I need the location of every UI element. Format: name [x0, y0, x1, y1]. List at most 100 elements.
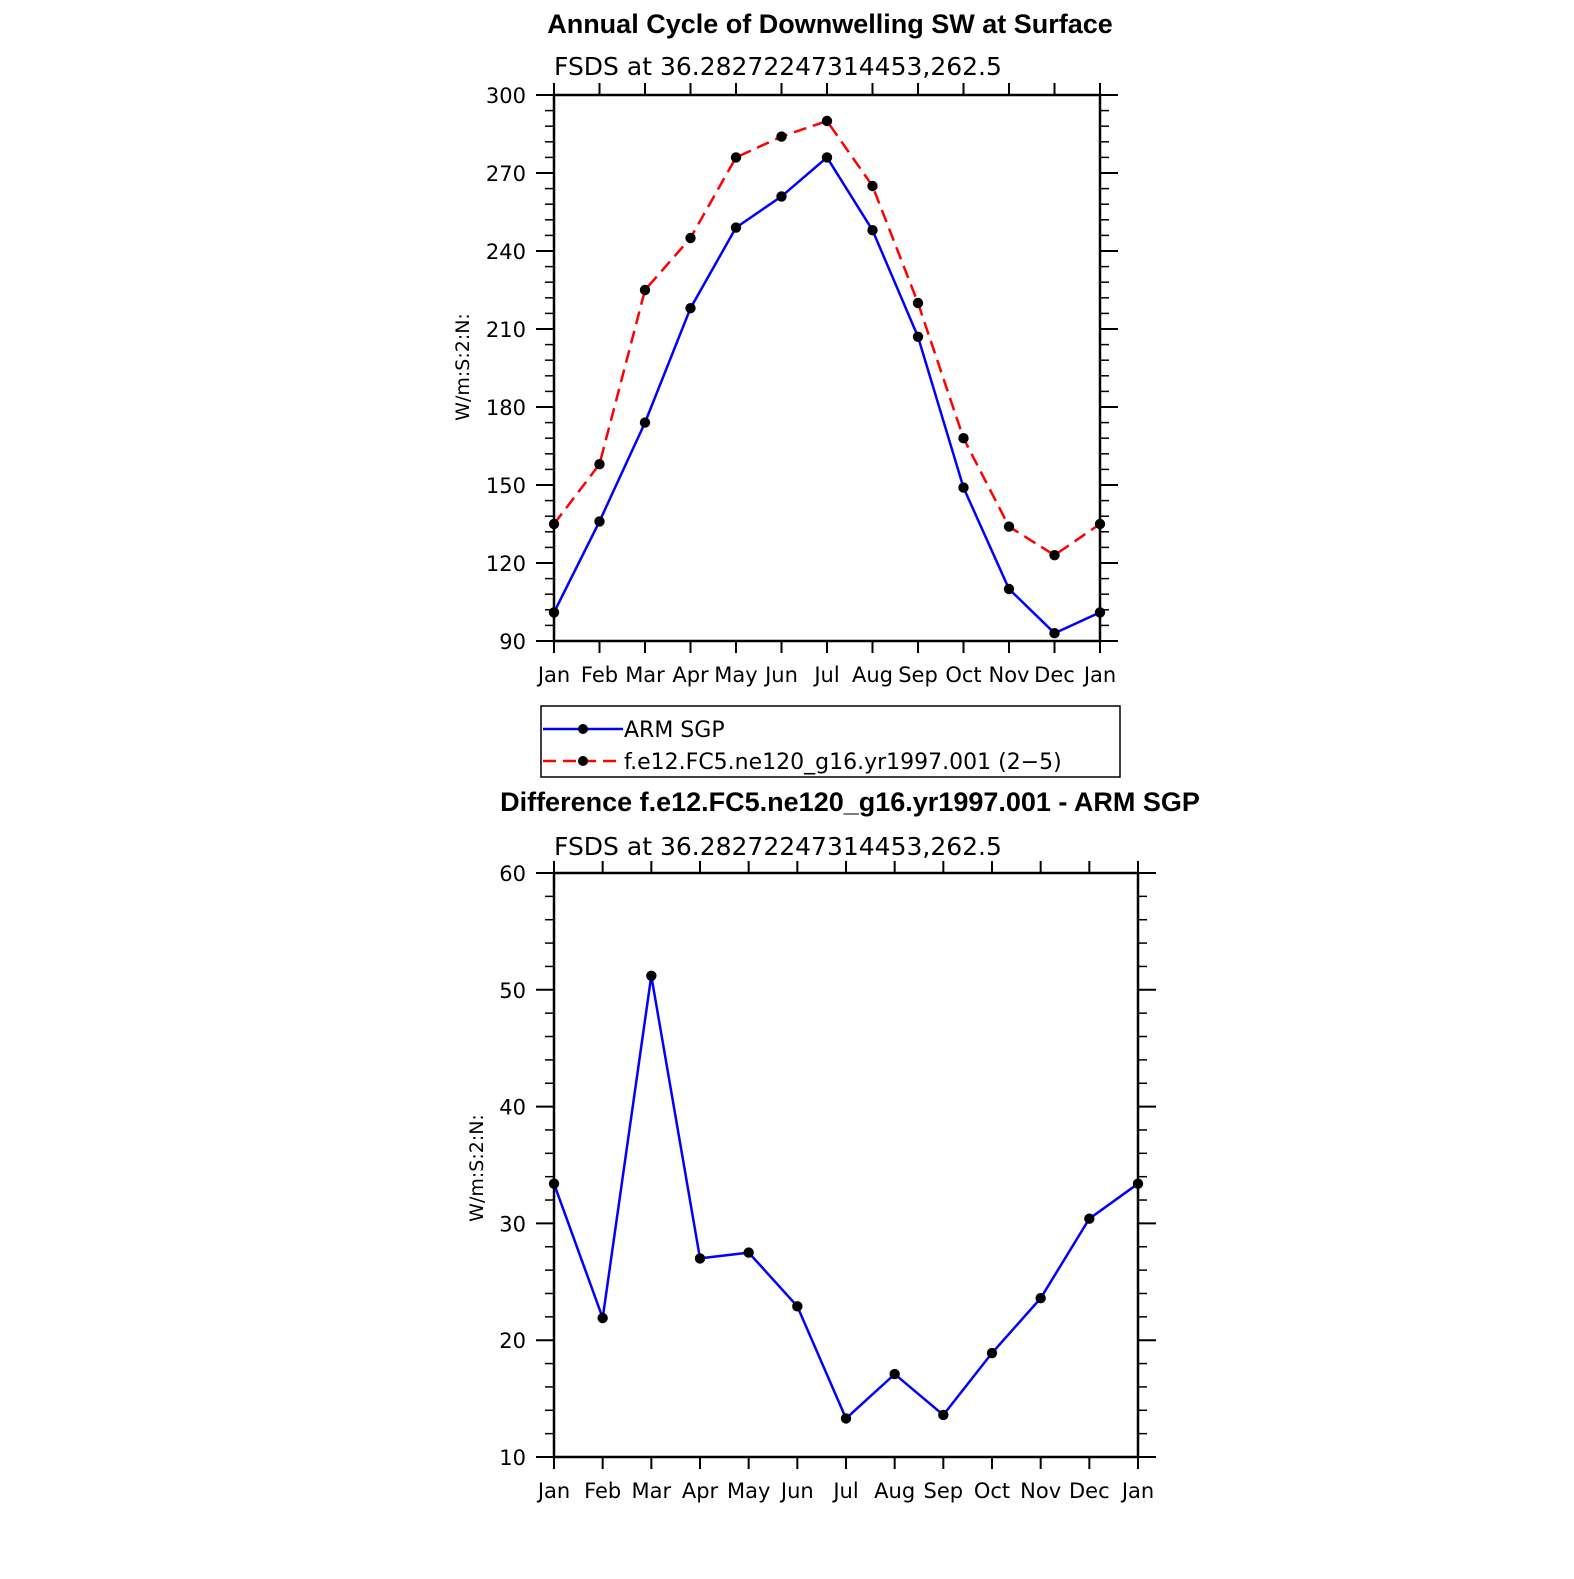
legend-label-arm-sgp: ARM SGP	[624, 718, 725, 743]
series-lines	[552, 119, 1101, 635]
plot-frame	[552, 93, 1102, 643]
y-tick-label: 300	[486, 84, 526, 108]
data-point	[597, 1312, 608, 1324]
x-tick-label: Mar	[632, 1479, 672, 1503]
data-point	[1049, 550, 1060, 561]
data-point	[685, 232, 696, 244]
data-point	[743, 1247, 754, 1258]
legend-box	[540, 705, 1121, 778]
y-tick-label: 50	[499, 979, 526, 1003]
data-point	[821, 152, 833, 163]
x-tick-label: Oct	[945, 663, 981, 687]
tick-marks	[536, 83, 1118, 653]
x-tick-label: May	[727, 1479, 770, 1503]
series-line-0	[552, 155, 1101, 635]
legend-marker-model	[578, 756, 588, 766]
data-point	[548, 607, 560, 618]
data-point	[594, 516, 605, 527]
series-points	[548, 115, 1106, 639]
chart-subtitle: FSDS at 36.28272247314453,262.5	[554, 832, 1002, 861]
data-point	[694, 1253, 706, 1264]
chart-title: Annual Cycle of Downwelling SW at Surfac…	[547, 9, 1113, 39]
plot-frame	[552, 871, 1140, 1459]
x-tick-label: Jul	[831, 1479, 858, 1503]
y-tick-label: 60	[499, 862, 526, 886]
x-tick-label: Jan	[1120, 1479, 1154, 1503]
x-tick-label: Jun	[763, 663, 798, 687]
x-tick-labels: Jan Feb Mar Apr May Jun Jul Aug Sep Oct Nov Dec Jan	[536, 663, 1116, 687]
y-axis-label: W/m:S:2:N:	[452, 313, 474, 421]
x-tick-label: Dec	[1069, 1479, 1110, 1503]
x-tick-label: Apr	[682, 1479, 719, 1503]
legend-marker-arm-sgp	[578, 724, 588, 734]
data-point	[639, 417, 651, 428]
x-tick-label: Sep	[898, 663, 938, 687]
x-tick-label: May	[714, 663, 757, 687]
y-tick-label: 150	[486, 474, 526, 498]
x-tick-label: Aug	[852, 663, 893, 687]
chart-subtitle: FSDS at 36.28272247314453,262.5	[554, 52, 1002, 81]
data-point	[730, 152, 742, 163]
data-point	[646, 970, 657, 981]
x-tick-label: Jan	[1082, 663, 1116, 687]
data-point	[1084, 1213, 1095, 1224]
tick-marks	[536, 861, 1156, 1469]
y-tick-label: 10	[499, 1446, 526, 1470]
x-tick-label: Feb	[581, 663, 618, 687]
x-tick-label: Feb	[584, 1479, 621, 1503]
y-axis-label: W/m:S:2:N:	[466, 1114, 488, 1222]
data-point	[1094, 607, 1106, 618]
y-tick-label: 180	[486, 396, 526, 420]
y-tick-label: 240	[486, 240, 526, 264]
y-tick-label: 30	[499, 1212, 526, 1236]
data-point	[867, 225, 878, 236]
data-point	[821, 115, 833, 127]
x-tick-label: Mar	[625, 663, 665, 687]
data-point	[1003, 583, 1015, 595]
y-tick-label: 270	[486, 162, 526, 186]
x-tick-label: Jan	[536, 663, 570, 687]
data-point	[912, 297, 924, 309]
difference-panel: Difference f.e12.FC5.ne120_g16.yr1997.00…	[466, 787, 1200, 1503]
x-tick-label: Jan	[536, 1479, 570, 1503]
y-tick-label: 20	[499, 1329, 526, 1353]
data-point	[958, 433, 969, 444]
annual-cycle-panel: Annual Cycle of Downwelling SW at Surfac…	[452, 9, 1121, 778]
x-tick-label: Nov	[1020, 1479, 1061, 1503]
y-tick-label: 210	[486, 318, 526, 342]
data-point	[594, 459, 605, 470]
series-line-1	[553, 119, 1101, 557]
data-point	[889, 1368, 900, 1380]
legend-label-model: f.e12.FC5.ne120_g16.yr1997.001 (2−5)	[624, 750, 1062, 775]
data-point	[548, 1178, 560, 1189]
y-tick-label: 120	[486, 552, 526, 576]
data-point	[776, 191, 787, 202]
x-tick-label: Apr	[672, 663, 709, 687]
data-point	[867, 180, 878, 192]
data-point	[776, 131, 787, 142]
series-lines	[552, 975, 1139, 1421]
data-point	[730, 222, 742, 233]
data-point	[548, 518, 560, 530]
x-tick-label: Aug	[874, 1479, 915, 1503]
x-tick-labels: Jan Feb Mar Apr May Jun Jul Aug Sep Oct Nov Dec Jan	[536, 1479, 1154, 1503]
chart-title: Difference f.e12.FC5.ne120_g16.yr1997.00…	[500, 787, 1200, 817]
data-point	[958, 482, 969, 493]
x-tick-label: Sep	[924, 1479, 964, 1503]
data-point	[1049, 628, 1060, 639]
data-point	[639, 284, 651, 296]
data-point	[986, 1347, 998, 1359]
series-line-0	[552, 975, 1139, 1421]
data-point	[912, 331, 924, 342]
plot-axes	[552, 93, 1102, 643]
data-point	[840, 1413, 852, 1424]
legend: ARM SGP f.e12.FC5.ne120_g16.yr1997.001 (…	[540, 705, 1121, 778]
data-point	[1094, 518, 1106, 530]
y-tick-label: 90	[499, 630, 526, 654]
data-point	[685, 303, 696, 314]
y-tick-labels: 90 120 150 180 210 240 270 300	[486, 84, 526, 654]
series-points	[548, 970, 1144, 1424]
data-point	[1003, 521, 1015, 532]
